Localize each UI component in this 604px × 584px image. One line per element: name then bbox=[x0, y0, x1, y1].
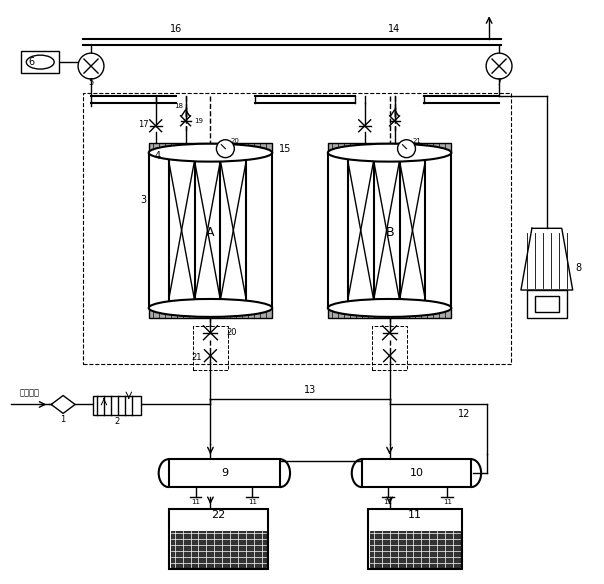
Text: 8: 8 bbox=[576, 263, 582, 273]
Bar bbox=[362, 459, 471, 487]
Bar bbox=[93, 395, 141, 415]
Text: 3: 3 bbox=[141, 196, 147, 206]
Text: B: B bbox=[385, 226, 394, 239]
Bar bbox=[149, 308, 272, 318]
Text: 11: 11 bbox=[248, 499, 257, 505]
Text: 2: 2 bbox=[114, 417, 120, 426]
Text: 20: 20 bbox=[226, 328, 237, 338]
Text: 20: 20 bbox=[230, 138, 239, 144]
Bar bbox=[149, 142, 272, 152]
Text: 10: 10 bbox=[410, 468, 423, 478]
Circle shape bbox=[486, 53, 512, 79]
Bar bbox=[170, 531, 266, 566]
Bar bbox=[368, 509, 462, 569]
Text: 9: 9 bbox=[221, 468, 228, 478]
Bar bbox=[21, 51, 59, 73]
Text: 19: 19 bbox=[194, 118, 203, 124]
Text: 5: 5 bbox=[88, 78, 94, 88]
Circle shape bbox=[78, 53, 104, 79]
Text: 11: 11 bbox=[443, 499, 452, 505]
Text: 18: 18 bbox=[175, 103, 184, 109]
Text: 11: 11 bbox=[383, 499, 392, 505]
Text: 有机废气: 有机废气 bbox=[19, 388, 39, 397]
Bar bbox=[328, 308, 451, 318]
Text: 11: 11 bbox=[191, 499, 200, 505]
Text: 17: 17 bbox=[138, 120, 149, 129]
Bar bbox=[169, 509, 268, 569]
Text: 4: 4 bbox=[155, 151, 161, 161]
Text: 14: 14 bbox=[388, 25, 400, 34]
Bar bbox=[193, 326, 228, 370]
Text: 7: 7 bbox=[496, 78, 502, 88]
Text: 15: 15 bbox=[279, 144, 291, 154]
Bar bbox=[83, 93, 511, 364]
Text: 16: 16 bbox=[170, 25, 182, 34]
Bar bbox=[535, 296, 559, 312]
Bar bbox=[371, 326, 408, 370]
Ellipse shape bbox=[149, 299, 272, 317]
Text: 1: 1 bbox=[60, 415, 66, 424]
Ellipse shape bbox=[328, 299, 451, 317]
Circle shape bbox=[397, 140, 416, 158]
Text: 22: 22 bbox=[211, 510, 225, 520]
Bar bbox=[370, 531, 460, 566]
Circle shape bbox=[216, 140, 234, 158]
Text: 6: 6 bbox=[28, 57, 34, 67]
Text: 11: 11 bbox=[408, 510, 422, 520]
Text: 21: 21 bbox=[413, 138, 422, 144]
Bar bbox=[328, 142, 451, 152]
Bar bbox=[527, 290, 567, 318]
Text: A: A bbox=[206, 226, 214, 239]
Text: 21: 21 bbox=[191, 353, 202, 362]
Text: 12: 12 bbox=[458, 409, 471, 419]
Ellipse shape bbox=[149, 144, 272, 162]
Ellipse shape bbox=[328, 144, 451, 162]
Bar bbox=[169, 459, 280, 487]
Text: 13: 13 bbox=[304, 384, 316, 395]
